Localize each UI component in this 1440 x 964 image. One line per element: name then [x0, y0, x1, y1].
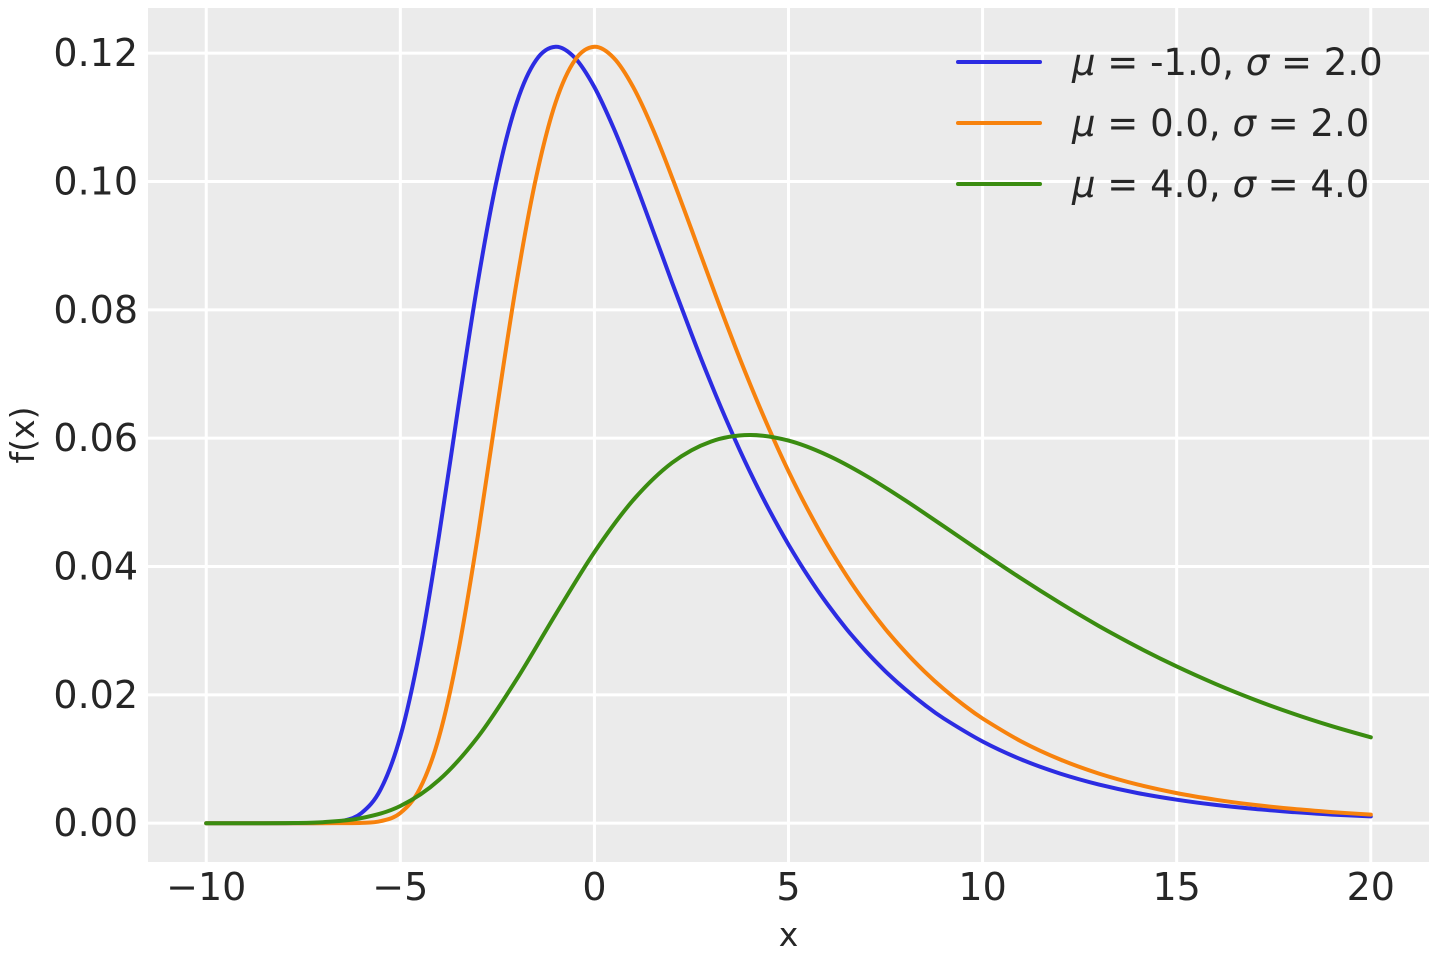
legend-symbol: σ	[1246, 41, 1271, 84]
y-tick-label: 0.02	[53, 673, 138, 717]
legend-symbol: σ	[1232, 163, 1257, 206]
x-tick-label: −5	[372, 865, 428, 909]
legend-symbol: μ	[1071, 102, 1096, 145]
y-tick-label: 0.00	[53, 801, 138, 845]
x-tick-label: 20	[1347, 865, 1395, 909]
legend-text: = 4.0	[1256, 163, 1369, 206]
x-tick-label: 5	[776, 865, 800, 909]
legend-symbol: μ	[1071, 41, 1096, 84]
x-tick-label: 15	[1153, 865, 1201, 909]
legend-text: = 2.0	[1269, 41, 1382, 84]
legend-label-1: μ = 0.0, σ = 2.0	[1071, 102, 1369, 145]
x-tick-label: 10	[958, 865, 1006, 909]
curve-series-2	[204, 432, 1373, 826]
x-tick-label: −10	[166, 865, 246, 909]
legend-text: = 2.0	[1256, 102, 1369, 145]
y-axis-label: f(x)	[3, 407, 42, 464]
x-tick-label: 0	[582, 865, 606, 909]
curve-series-0	[204, 44, 1373, 826]
legend-symbol: σ	[1232, 102, 1257, 145]
curve-series-1	[204, 44, 1373, 826]
y-tick-label: 0.10	[53, 160, 138, 204]
legend-label-2: μ = 4.0, σ = 4.0	[1071, 163, 1369, 206]
legend-symbol: μ	[1071, 163, 1096, 206]
y-tick-label: 0.08	[53, 288, 138, 332]
y-tick-label: 0.04	[53, 545, 138, 589]
curves	[204, 44, 1373, 826]
legend-label-0: μ = -1.0, σ = 2.0	[1071, 41, 1383, 84]
legend: μ = -1.0, σ = 2.0μ = 0.0, σ = 2.0μ = 4.0…	[956, 41, 1383, 206]
legend-text: = -1.0,	[1096, 41, 1246, 84]
y-tick-label: 0.06	[53, 416, 138, 460]
y-tick-labels: 0.00 0.02 0.04 0.06 0.08 0.10 0.12	[53, 31, 138, 845]
x-tick-labels: −10 −5 0 5 10 15 20	[166, 865, 1395, 909]
legend-text: = 4.0,	[1096, 163, 1233, 206]
x-axis-label: x	[779, 915, 799, 954]
y-tick-label: 0.12	[53, 31, 138, 75]
legend-text: = 0.0,	[1096, 102, 1233, 145]
